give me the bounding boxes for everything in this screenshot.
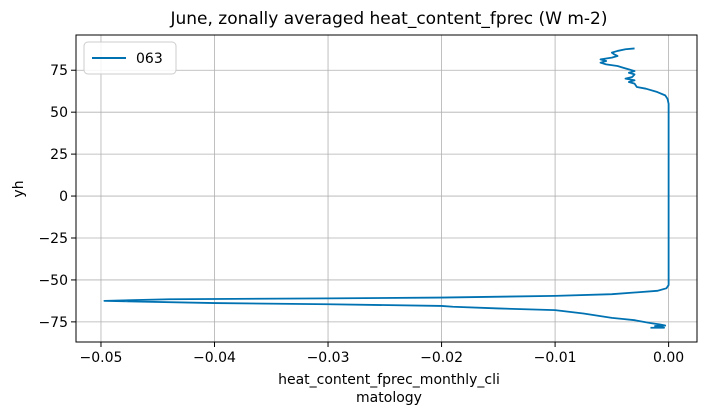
x-tick-label: −0.01 bbox=[534, 350, 577, 366]
x-axis-ticks: −0.05 −0.04 −0.03 −0.02 −0.01 0.00 bbox=[80, 342, 684, 366]
x-tick-label: −0.03 bbox=[307, 350, 350, 366]
x-tick-label: −0.05 bbox=[80, 350, 123, 366]
x-axis-label-line-2: matology bbox=[356, 390, 422, 406]
x-tick-label: −0.02 bbox=[420, 350, 463, 366]
legend-box bbox=[83, 41, 177, 75]
series-layer bbox=[103, 47, 670, 329]
grid bbox=[76, 35, 697, 342]
plot-frame bbox=[75, 34, 698, 343]
y-tick-label: 0 bbox=[59, 189, 68, 205]
x-tick-label: 0.00 bbox=[653, 350, 684, 366]
x-tick-label: −0.04 bbox=[193, 350, 236, 366]
x-axis-label-line-1: heat_content_fprec_monthly_cli bbox=[278, 372, 500, 388]
y-tick-label: −50 bbox=[38, 273, 68, 289]
y-tick-label: −25 bbox=[38, 231, 68, 247]
y-tick-label: 75 bbox=[50, 63, 68, 79]
y-tick-label: −75 bbox=[38, 315, 68, 331]
legend: 063 bbox=[83, 41, 177, 75]
series-line-063 bbox=[103, 47, 670, 329]
y-tick-label: 25 bbox=[50, 147, 68, 163]
y-axis-ticks: −75 −50 −25 0 25 50 75 bbox=[38, 63, 76, 331]
legend-label-063: 063 bbox=[136, 51, 163, 67]
chart-title: June, zonally averaged heat_content_fpre… bbox=[169, 9, 607, 29]
y-tick-label: 50 bbox=[50, 105, 68, 121]
y-axis-label: yh bbox=[11, 180, 27, 197]
